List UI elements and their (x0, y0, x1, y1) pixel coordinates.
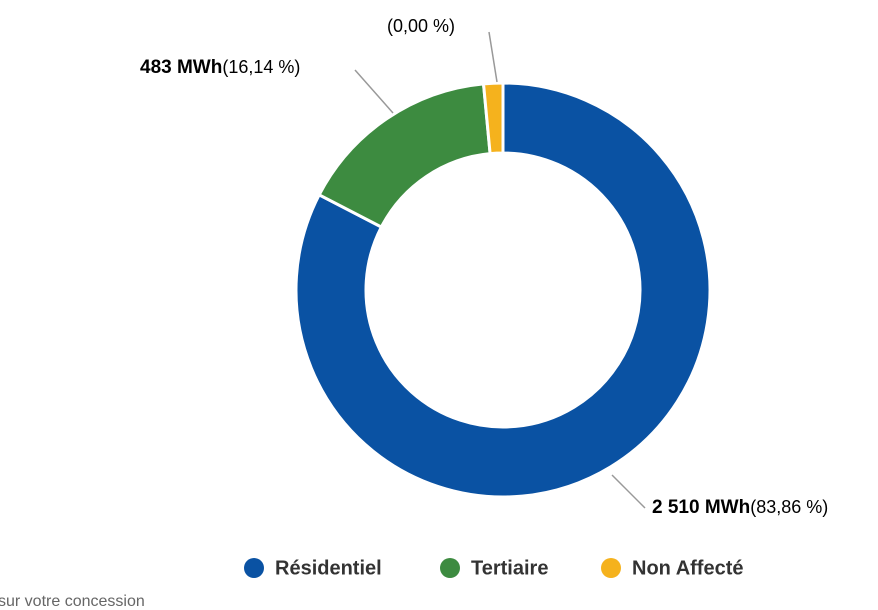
legend-swatch (601, 558, 621, 578)
donut-slice (294, 81, 712, 499)
data-label: 2 510 MWh(83,86 %) (652, 497, 828, 518)
legend-label: Résidentiel (275, 557, 382, 579)
percentage-label: (0,00 %) (387, 16, 455, 36)
legend-label: Tertiaire (471, 557, 548, 579)
connector (488, 31, 498, 83)
connector (611, 474, 646, 509)
footnote: sur votre concession (0, 593, 145, 610)
data-label: (0,00 %) (387, 16, 455, 36)
value-label: 483 MWh (140, 57, 222, 78)
legend-label: Non Affecté (632, 557, 743, 579)
legend-swatch (440, 558, 460, 578)
percentage-label: (83,86 %) (750, 497, 828, 517)
legend-swatch (244, 558, 264, 578)
connector (354, 69, 394, 114)
percentage-label: (16,14 %) (222, 57, 300, 77)
donut-slice (481, 81, 505, 156)
data-label: 483 MWh(16,14 %) (140, 57, 300, 78)
value-label: 2 510 MWh (652, 497, 750, 518)
donut-slice (317, 82, 492, 230)
